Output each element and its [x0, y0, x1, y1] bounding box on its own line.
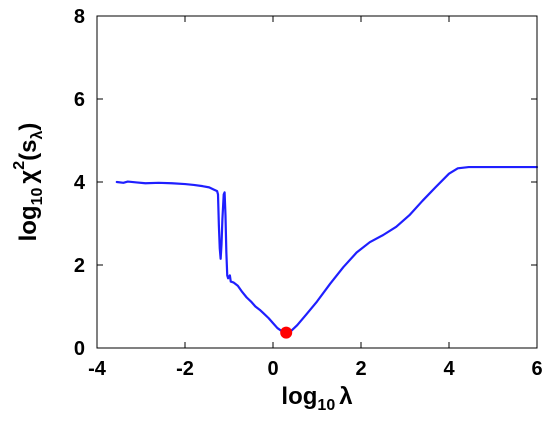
y-axis-label-open: (s	[15, 140, 42, 161]
x-axis-label: log10 λ	[281, 383, 352, 414]
y-tick-label: 4	[74, 172, 86, 194]
y-tick-label: 6	[74, 89, 85, 111]
plot-area	[97, 16, 537, 348]
y-axis-label-close: )	[15, 123, 42, 131]
y-axis-label-sub: 10	[29, 187, 46, 205]
x-tick-label: 6	[531, 358, 542, 380]
y-axis-label-sub2: λ	[29, 131, 46, 140]
axes-box	[96, 15, 538, 349]
x-tick-label: 0	[267, 358, 278, 380]
y-tick-label: 8	[74, 6, 85, 28]
x-tick-label: 2	[355, 358, 366, 380]
y-tick-label: 0	[74, 338, 85, 360]
y-axis-label: log10 χ2(sλ)	[11, 123, 46, 242]
y-axis-label-chi: χ	[15, 170, 42, 184]
x-axis-label-sub: 10	[317, 397, 335, 414]
x-tick-label: -2	[176, 358, 194, 380]
x-tick-label: -4	[88, 358, 107, 380]
y-axis-label-sup: 2	[11, 161, 28, 170]
y-tick-label: 2	[74, 255, 85, 277]
x-tick-label: 4	[443, 358, 455, 380]
y-axis-label-log: log	[15, 205, 42, 241]
highlight-marker	[280, 326, 293, 339]
series-line	[115, 165, 539, 335]
x-axis-label-lambda: λ	[339, 383, 352, 410]
x-axis-label-log: log	[281, 383, 317, 410]
